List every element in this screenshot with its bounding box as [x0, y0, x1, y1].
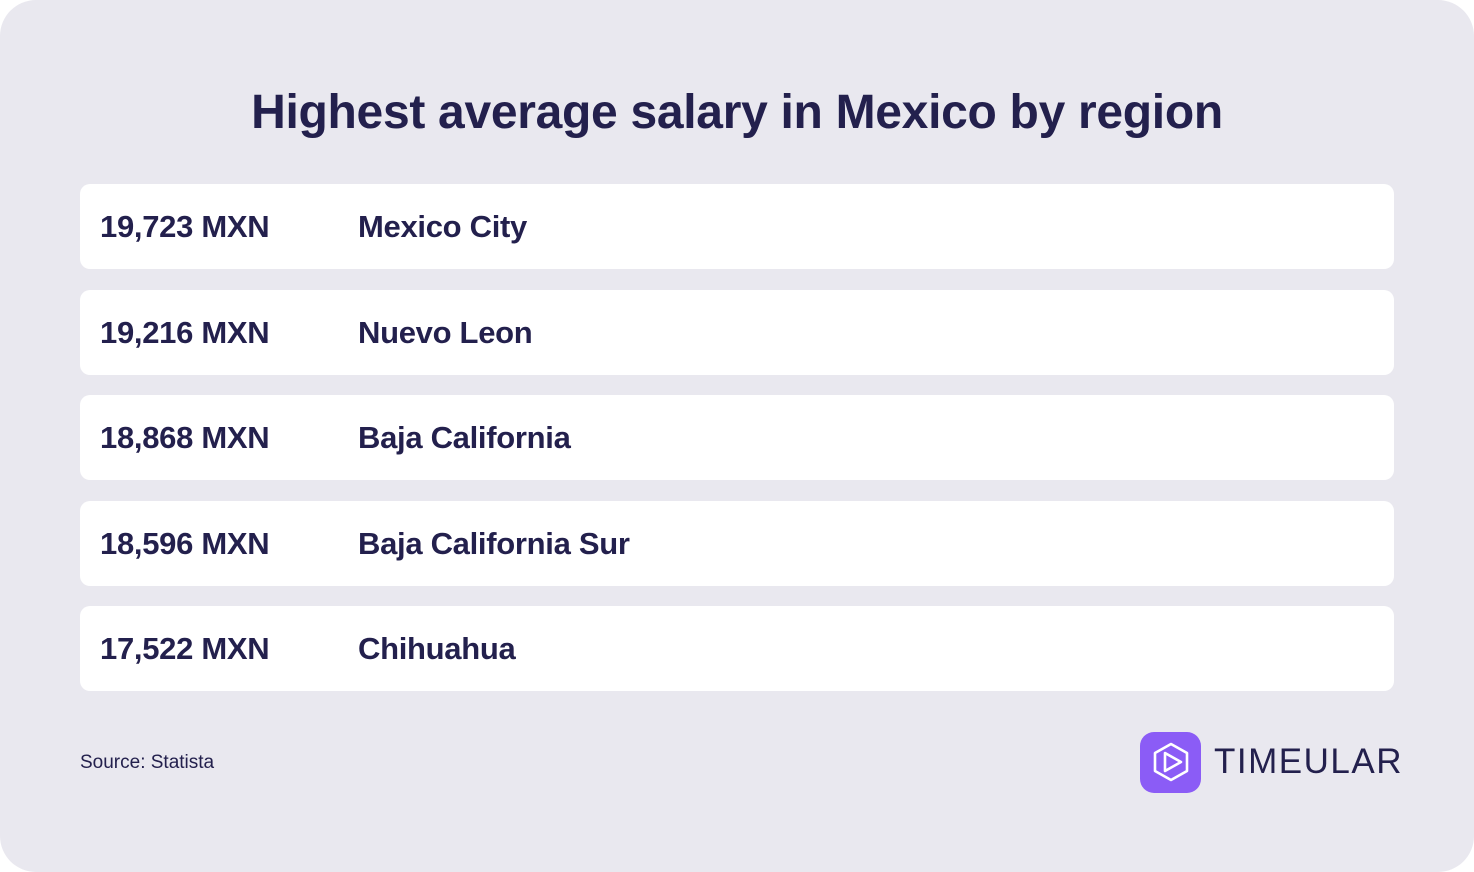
list-item: 17,522 MXN Chihuahua	[80, 606, 1394, 691]
region-name: Chihuahua	[358, 631, 516, 666]
salary-list: 19,723 MXN Mexico City 19,216 MXN Nuevo …	[80, 184, 1394, 712]
list-item: 19,216 MXN Nuevo Leon	[80, 289, 1394, 375]
play-hexagon-icon	[1153, 742, 1188, 782]
salary-value: 18,596 MXN	[100, 525, 270, 561]
salary-value: 18,868 MXN	[100, 420, 270, 455]
salary-value: 19,723 MXN	[100, 209, 270, 244]
region-name: Baja California	[358, 420, 571, 455]
timeular-logo-icon	[1140, 731, 1201, 793]
list-item: 19,723 MXN Mexico City	[80, 184, 1394, 269]
salary-value: 19,216 MXN	[100, 314, 270, 350]
region-name: Nuevo Leon	[358, 314, 533, 350]
source-note: Source: Statista	[80, 752, 215, 773]
region-name: Baja California Sur	[358, 525, 630, 561]
brand-name: TIMEULAR	[1214, 742, 1403, 781]
list-item: 18,596 MXN Baja California Sur	[80, 500, 1394, 586]
salary-value: 17,522 MXN	[100, 631, 270, 666]
region-name: Mexico City	[358, 209, 527, 244]
page-title: Highest average salary in Mexico by regi…	[251, 86, 1223, 139]
list-item: 18,868 MXN Baja California	[80, 395, 1394, 480]
brand-logo: TIMEULAR	[1140, 731, 1403, 793]
